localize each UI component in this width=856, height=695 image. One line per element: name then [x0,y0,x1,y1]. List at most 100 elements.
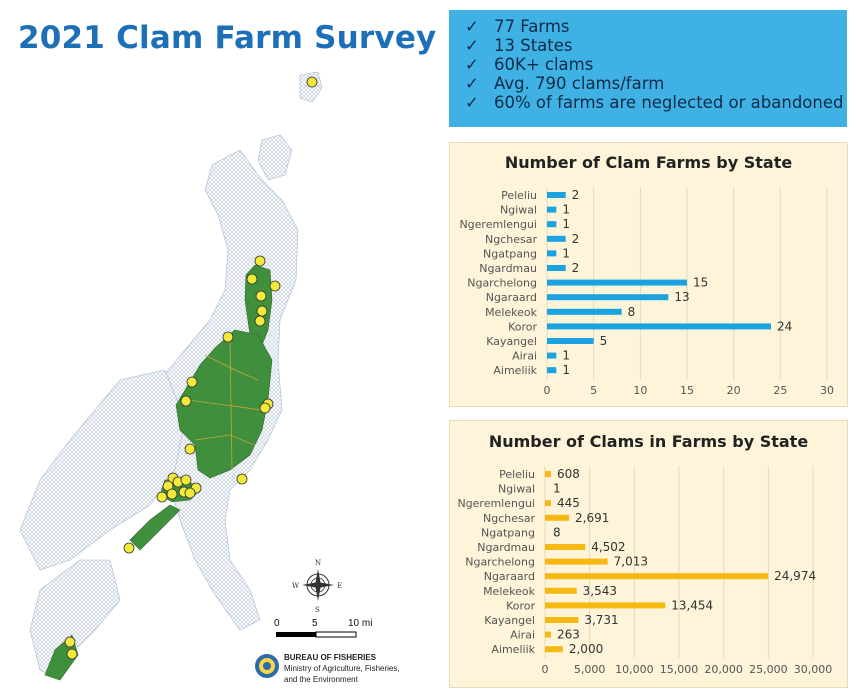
data-label: 263 [557,628,580,642]
farm-dot [269,280,281,292]
data-label: 24,974 [774,569,816,583]
bar [547,235,566,242]
farm-dot [246,273,258,285]
chart-clams-title: Number of Clams in Farms by State [488,432,809,451]
bar [547,338,594,344]
category-label: Ngiwal [500,204,537,217]
category-label: Melekeok [483,585,536,598]
compass-e: E [337,582,342,590]
x-tick-label: 25 [773,384,787,397]
category-label: Ngeremlengui [459,218,537,231]
category-label: Ngchesar [485,233,537,246]
bar [545,500,551,507]
data-label: 2,691 [575,511,609,525]
farm-dot [180,395,192,407]
category-label: Ngatpang [483,247,537,260]
state-borders [187,339,263,471]
farm-dot [255,290,267,302]
category-label: Ngatpang [481,526,535,539]
bureau-line2: Ministry of Agriculture, Fisheries, [284,664,400,673]
category-label: Ngeremlengui [457,497,535,510]
check-icon: ✓ [465,93,479,112]
chart-farms-title: Number of Clam Farms by State [504,153,793,172]
category-label: Ngarchelong [467,277,537,290]
compass-n: N [315,559,321,567]
bar [547,206,557,213]
x-tick-label: 25,000 [749,663,788,676]
category-label: Melekeok [485,306,538,319]
stat-text: 77 Farms [494,17,570,36]
x-tick-label: 15,000 [660,663,699,676]
data-label: 3,543 [583,584,617,598]
bar [547,221,557,228]
data-label: 1 [562,363,570,377]
scale-label-5: 5 [312,618,318,629]
farm-dot [254,255,266,267]
farm-locations [64,76,318,660]
bar [545,602,666,609]
category-label: Airai [512,350,537,363]
chart-clams-svg: 0 5,000 10,000 15,000 20,000 25,000 30,000 Pele… [457,466,833,676]
farm-dot [259,402,271,414]
bar [545,514,570,521]
category-label: Ngiwal [498,483,535,496]
stat-text: Avg. 790 clams/farm [494,74,665,93]
stat-item: ✓ 60% of farms are neglected or abandoned [465,93,847,112]
category-label: Ngaraard [486,291,537,304]
x-tick-label: 30,000 [794,663,833,676]
farm-dot [222,331,234,343]
bureau-seal [255,654,279,678]
farm-dot [184,487,196,499]
data-label: 7,013 [614,555,648,569]
check-icon: ✓ [465,74,479,93]
reef-areas [19,71,323,681]
category-label: Ngardmau [479,262,537,275]
data-label: 2 [572,261,580,275]
bar [547,352,557,359]
bureau-line3: and the Environment [284,675,358,684]
compass-w: W [292,582,300,590]
farm-dot [156,491,168,503]
farm-dot [306,76,318,88]
farm-dot [123,542,135,554]
farm-dot [236,473,248,485]
island-rock-islands [129,504,181,551]
data-label: 1 [562,203,570,217]
x-tick-label: 30 [820,384,834,397]
island-babeldaob [175,329,273,479]
data-label: 8 [553,525,561,539]
category-label: Airai [510,629,535,642]
bar [547,308,622,315]
bar [545,631,551,638]
bar [547,279,687,286]
compass-rose: N S E W [292,559,342,614]
category-label: Koror [506,599,535,612]
data-label: 15 [693,276,708,290]
bar [547,323,771,330]
bar [547,367,557,374]
data-label: 608 [557,467,580,481]
x-tick-label: 5,000 [574,663,606,676]
stat-item: ✓ 13 States [465,36,847,55]
check-icon: ✓ [465,36,479,55]
reef-south [29,559,121,681]
data-label: 8 [628,305,636,319]
bar [545,544,586,550]
bar [545,587,577,594]
farm-dot [66,648,78,660]
category-label: Kayangel [484,614,535,627]
x-tick-label: 15 [680,384,694,397]
chart-farms-panel: Number of Clam Farms by State 0 5 10 15 20 25… [449,142,848,407]
chart-clams-panel: Number of Clams in Farms by State 0 5,000… [449,420,848,688]
category-label: Peleliu [501,189,537,202]
stat-item: ✓ 77 Farms [465,17,847,36]
data-label: 2,000 [569,642,603,656]
stat-text: 13 States [494,36,573,55]
data-label: 4,502 [591,540,625,554]
data-label: 1 [562,349,570,363]
reef-kayangel [257,134,293,181]
stats-box: ✓ 77 Farms ✓ 13 States ✓ 60K+ clams ✓ Avg. 790 … [449,10,847,127]
category-label: Koror [508,320,537,333]
bar [547,250,557,257]
